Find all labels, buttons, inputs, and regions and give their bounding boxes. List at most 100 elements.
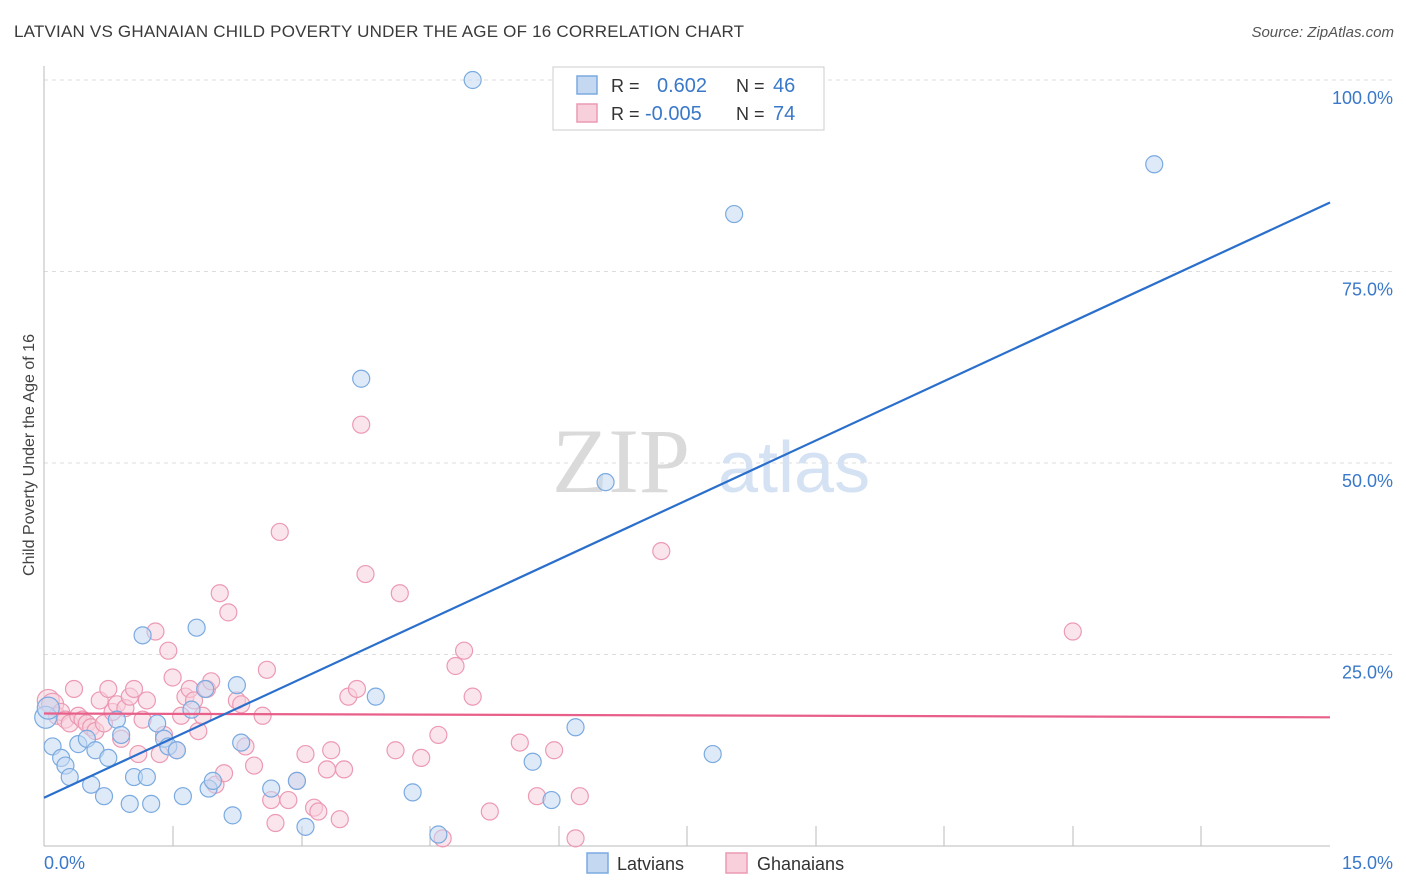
x-tick-labels: 0.0% 15.0% [44, 853, 1393, 873]
chart-title: LATVIAN VS GHANAIAN CHILD POVERTY UNDER … [14, 22, 745, 41]
latvians-point-42 [566, 718, 585, 737]
ghanaians-point-64 [386, 741, 405, 760]
ghanaians-point-49 [266, 813, 285, 833]
ghanaians-point-61 [347, 679, 367, 699]
latvians-point-34 [296, 817, 315, 836]
latvians-point-35 [352, 369, 371, 388]
ghanaians-n-label: N = [736, 104, 765, 124]
ghanaians-point-20 [124, 679, 144, 699]
ghanaians-point-65 [390, 584, 409, 603]
ghanaians-point-46 [253, 706, 272, 725]
watermark-zip: ZIP [552, 410, 690, 512]
latvians-point-19 [148, 714, 167, 733]
ghanaians-point-50 [270, 522, 289, 542]
stats-legend: R = 0.602 N = 46 R = -0.005 N = 74 [552, 66, 825, 131]
latvians-point-32 [262, 779, 281, 798]
latvians-point-43 [596, 473, 615, 492]
ghanaians-point-41 [219, 603, 238, 622]
x-tick-label-1: 15.0% [1342, 853, 1393, 873]
ghanaians-point-45 [244, 756, 264, 775]
latvians-point-36 [366, 687, 385, 706]
y-tick-label-1: 50.0% [1342, 471, 1393, 491]
latvians-point-41 [542, 790, 561, 810]
ghanaians-point-47 [257, 660, 277, 679]
latvians-point-11 [99, 748, 118, 768]
ghanaians-point-72 [480, 802, 499, 821]
latvians-point-14 [120, 794, 139, 813]
latvians-point-33 [287, 771, 307, 790]
ghanaians-point-59 [334, 760, 354, 779]
ghanaians-point-69 [446, 656, 465, 676]
ghanaians-points [36, 415, 1082, 848]
legend-ghanaians-label: Ghanaians [757, 854, 844, 874]
ghanaians-point-71 [463, 687, 482, 706]
ghanaians-r-label: R = [611, 104, 640, 124]
ghanaians-point-56 [317, 760, 337, 779]
ghanaians-point-6 [64, 679, 84, 699]
ghanaians-point-73 [510, 733, 529, 752]
ghanaians-point-67 [429, 725, 448, 745]
latvians-point-23 [173, 787, 192, 806]
latvians-point-30 [227, 676, 246, 695]
legend-latvians-swatch [586, 852, 609, 874]
latvians-r-value: 0.602 [657, 75, 707, 97]
latvians-point-1 [36, 696, 60, 720]
latvians-point-29 [223, 806, 242, 825]
ghanaians-point-62 [352, 415, 371, 434]
watermark-atlas: atlas [718, 428, 870, 508]
y-tick-labels: 25.0% 50.0% 75.0% 100.0% [1332, 88, 1393, 683]
y-tick-label-3: 100.0% [1332, 88, 1393, 108]
y-axis-label: Child Poverty Under the Age of 16 [21, 334, 38, 576]
ghanaians-point-58 [330, 810, 349, 829]
ghanaians-point-28 [163, 668, 182, 687]
x-tick-label-0: 0.0% [44, 853, 85, 873]
latvians-point-37 [403, 783, 422, 802]
stats-row-ghanaians: R = -0.005 N = 74 [576, 103, 795, 125]
latvians-point-25 [187, 618, 206, 637]
y-tick-label-0: 25.0% [1342, 663, 1393, 683]
ghanaians-point-51 [279, 790, 298, 810]
ghanaians-point-77 [570, 787, 589, 806]
ghanaians-point-14 [99, 679, 118, 699]
latvians-point-39 [463, 70, 482, 90]
latvians-point-17 [137, 767, 156, 787]
source-note: Source: ZipAtlas.com [1251, 24, 1394, 41]
latvians-point-22 [167, 741, 186, 760]
ghanaians-point-53 [296, 744, 315, 764]
latvians-n-label: N = [736, 76, 765, 96]
legend-ghanaians-swatch [725, 852, 748, 874]
watermark: ZIP atlas [552, 410, 870, 512]
ghanaians-point-27 [159, 641, 178, 660]
legend-latvians-label: Latvians [617, 854, 684, 874]
ghanaians-point-63 [356, 564, 375, 584]
ghanaians-point-66 [412, 748, 431, 768]
ghanaians-point-75 [545, 741, 564, 760]
ghanaians-point-78 [652, 541, 671, 561]
ghanaians-point-39 [210, 584, 229, 603]
latvians-point-24 [182, 700, 201, 719]
ghanaians-trend-line [43, 712, 1331, 719]
latvians-r-label: R = [611, 76, 640, 96]
ghanaians-point-23 [137, 691, 156, 710]
latvians-point-45 [725, 204, 744, 224]
ghanaians-point-79 [1063, 622, 1082, 641]
latvians-point-13 [112, 725, 131, 745]
latvians-point-46 [1145, 155, 1164, 174]
ghanaians-point-76 [566, 829, 585, 848]
ghanaians-point-57 [322, 741, 341, 760]
latvians-point-44 [703, 744, 722, 764]
latvians-swatch [576, 75, 598, 95]
latvians-point-31 [232, 733, 251, 752]
ghanaians-point-70 [454, 641, 474, 660]
series-legend: Latvians Ghanaians [586, 852, 844, 874]
trend-lines [43, 201, 1331, 799]
latvians-point-26 [196, 679, 215, 699]
latvians-n-value: 46 [773, 75, 795, 97]
ghanaians-n-value: 74 [773, 103, 795, 125]
latvians-point-18 [142, 794, 161, 813]
latvians-point-28 [203, 771, 222, 790]
y-tick-label-2: 75.0% [1342, 280, 1393, 300]
ghanaians-swatch [576, 103, 598, 123]
latvians-point-16 [133, 626, 152, 645]
